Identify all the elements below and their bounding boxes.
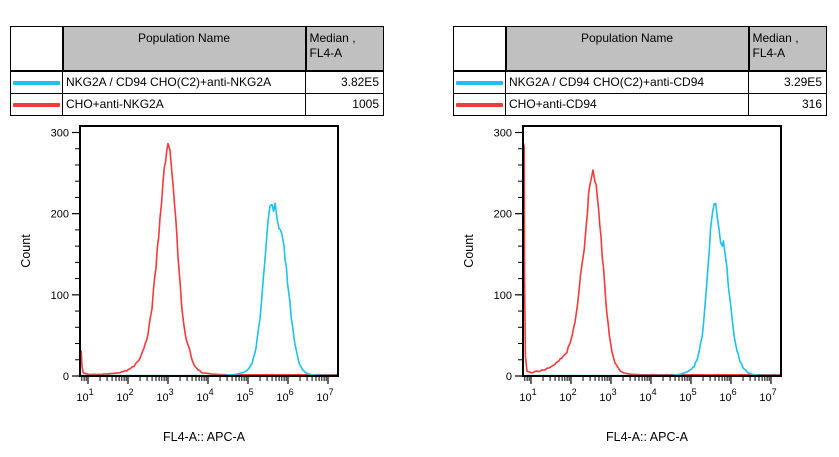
x-tick-label: 107	[316, 387, 333, 404]
population-name: NKG2A / CD94 CHO(C2)+anti-NKG2A	[62, 70, 306, 94]
x-tick-label: 101	[76, 387, 93, 404]
y-axis-title: Count	[19, 234, 33, 268]
y-tick-label: 300	[494, 127, 512, 139]
y-axis: 0 100 200 300 Count	[19, 127, 79, 383]
median-header-line2: FL4-A	[752, 46, 786, 60]
table-header-row: Population Name Median , FL4-A	[10, 26, 384, 72]
median-header-line1: Median ,	[309, 31, 356, 45]
series-color-swatch-cyan	[13, 80, 60, 85]
median-value: 3.29E5	[748, 70, 827, 94]
swatch-header-cell	[453, 26, 506, 72]
y-axis-title: Count	[462, 234, 476, 268]
y-tick-label: 200	[51, 209, 69, 221]
stats-table-anti-cd94: Population Name Median , FL4-A NKG2A / C…	[453, 26, 827, 116]
y-tick-label: 0	[506, 371, 512, 383]
median-header: Median , FL4-A	[747, 26, 827, 72]
series-curve-red	[523, 142, 781, 376]
x-tick-label: 107	[759, 387, 776, 404]
table-row: CHO+anti-CD94 316	[453, 93, 827, 116]
population-name: NKG2A / CD94 CHO(C2)+anti-CD94	[505, 70, 749, 94]
x-tick-label: 105	[679, 387, 696, 404]
swatch-cell	[453, 93, 506, 116]
x-tick-label: 101	[519, 387, 536, 404]
swatch-header-cell	[10, 26, 63, 72]
x-tick-label: 102	[559, 387, 576, 404]
series-curve-red	[80, 142, 338, 376]
series-color-swatch-red	[456, 102, 503, 107]
x-tick-label: 106	[276, 387, 293, 404]
swatch-cell	[10, 93, 63, 116]
series-color-swatch-red	[13, 102, 60, 107]
swatch-cell	[453, 70, 506, 94]
x-tick-label: 105	[236, 387, 253, 404]
median-value: 316	[748, 93, 827, 116]
median-header-line1: Median ,	[752, 31, 799, 45]
population-name: CHO+anti-CD94	[505, 93, 749, 116]
x-tick-label: 106	[719, 387, 736, 404]
panel-anti-nkg2a: Population Name Median , FL4-A NKG2A / C…	[0, 0, 400, 457]
median-value: 3.82E5	[305, 70, 384, 94]
y-tick-label: 200	[494, 209, 512, 221]
x-tick-label: 102	[116, 387, 133, 404]
panel-anti-cd94: Population Name Median , FL4-A NKG2A / C…	[443, 0, 839, 457]
histogram-frame	[522, 125, 782, 377]
x-axis-title: FL4-A:: APC-A	[606, 430, 689, 444]
series-curve-cyan	[523, 202, 781, 376]
x-tick-label: 103	[599, 387, 616, 404]
y-tick-label: 100	[494, 290, 512, 302]
median-header-line2: FL4-A	[309, 46, 343, 60]
table-row: CHO+anti-NKG2A 1005	[10, 93, 384, 116]
swatch-cell	[10, 70, 63, 94]
y-tick-label: 100	[51, 290, 69, 302]
histogram-frame	[79, 125, 339, 377]
y-tick-label: 0	[63, 371, 69, 383]
y-tick-label: 300	[51, 127, 69, 139]
stats-table-anti-nkg2a: Population Name Median , FL4-A NKG2A / C…	[10, 26, 384, 116]
median-value: 1005	[305, 93, 384, 116]
population-name-header: Population Name	[504, 26, 749, 72]
table-row: NKG2A / CD94 CHO(C2)+anti-CD94 3.29E5	[453, 70, 827, 94]
median-header: Median , FL4-A	[304, 26, 384, 72]
population-name-header: Population Name	[61, 26, 306, 72]
x-tick-label: 104	[639, 387, 656, 404]
population-name: CHO+anti-NKG2A	[62, 93, 306, 116]
x-tick-label: 103	[156, 387, 173, 404]
y-axis: 0 100 200 300 Count	[462, 127, 522, 383]
x-tick-label: 104	[196, 387, 213, 404]
series-color-swatch-cyan	[456, 80, 503, 85]
x-axis-title: FL4-A:: APC-A	[163, 430, 246, 444]
table-header-row: Population Name Median , FL4-A	[453, 26, 827, 72]
table-row: NKG2A / CD94 CHO(C2)+anti-NKG2A 3.82E5	[10, 70, 384, 94]
series-curve-cyan	[80, 202, 338, 376]
